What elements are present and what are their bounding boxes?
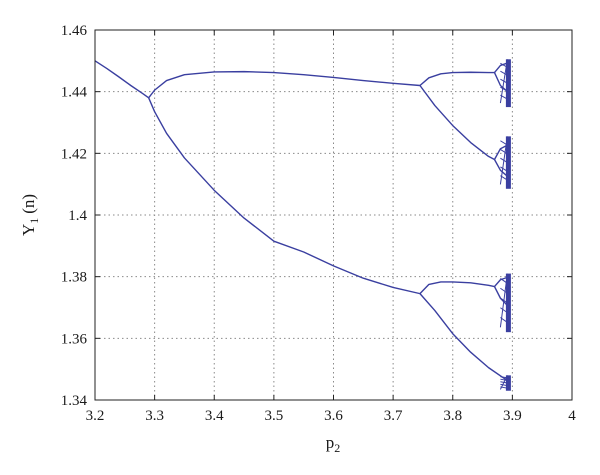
series-line-period-4-a: [419, 71, 495, 87]
y-axis-title: Y1 (n): [19, 194, 41, 236]
y-tick-label: 1.44: [61, 85, 88, 101]
grid: [95, 30, 572, 400]
chaotic-band-strand: [500, 307, 508, 314]
chaotic-band-strand: [500, 383, 508, 387]
series-line-period-2-lower: [148, 97, 421, 295]
series-line-period-2-upper: [148, 70, 421, 99]
x-axis-title-sub: 2: [334, 441, 340, 455]
chart-series: [94, 59, 511, 391]
x-tick-label: 3.3: [145, 408, 164, 424]
chaotic-band-strand: [500, 287, 508, 294]
y-tick-label: 1.36: [61, 331, 88, 347]
series-line-period-4-b: [419, 85, 495, 161]
y-axis-title-suffix: (n): [19, 194, 38, 214]
chaotic-band-3: [505, 273, 511, 333]
x-axis-title: p2: [326, 433, 341, 455]
y-tick-label: 1.46: [61, 23, 88, 39]
chaotic-band-strand: [500, 166, 508, 172]
series-line-period-4-c: [419, 281, 495, 295]
chaotic-band-strand: [500, 70, 508, 76]
tick-labels: 3.2 3.3 3.4 3.5 3.6 3.7 3.8 3.9 4 1.34 1.36 1.38 1.4…: [61, 23, 577, 424]
y-axis-title-sub: 1: [27, 218, 41, 224]
x-tick-label: 3.7: [384, 408, 403, 424]
chaotic-band-2: [505, 136, 511, 189]
chaotic-band-strand: [500, 378, 508, 381]
x-tick-label: 3.6: [324, 408, 343, 424]
chaotic-band-strand: [499, 59, 508, 104]
chaotic-band-strand: [499, 375, 508, 390]
x-tick-label: 4: [568, 408, 576, 424]
x-tick-label: 3.8: [443, 408, 462, 424]
chaotic-band-strand: [499, 273, 508, 328]
y-tick-label: 1.34: [61, 393, 88, 409]
y-tick-label: 1.4: [68, 208, 87, 224]
chaotic-band-strand: [500, 86, 508, 92]
chaotic-band-4: [505, 375, 511, 391]
x-tick-label: 3.2: [86, 408, 105, 424]
x-tick-label: 3.4: [205, 408, 224, 424]
chaotic-band-strand: [499, 136, 508, 185]
y-tick-label: 1.42: [61, 146, 87, 162]
x-axis-title-main: p: [326, 433, 335, 452]
x-tick-label: 3.5: [265, 408, 284, 424]
y-tick-label: 1.38: [61, 270, 87, 286]
series-line-period-1: [94, 60, 150, 99]
x-tick-label: 3.9: [503, 408, 522, 424]
chaotic-band-1: [505, 59, 511, 108]
y-axis-title-main: Y: [19, 224, 38, 236]
chaotic-band-strand: [500, 149, 508, 155]
